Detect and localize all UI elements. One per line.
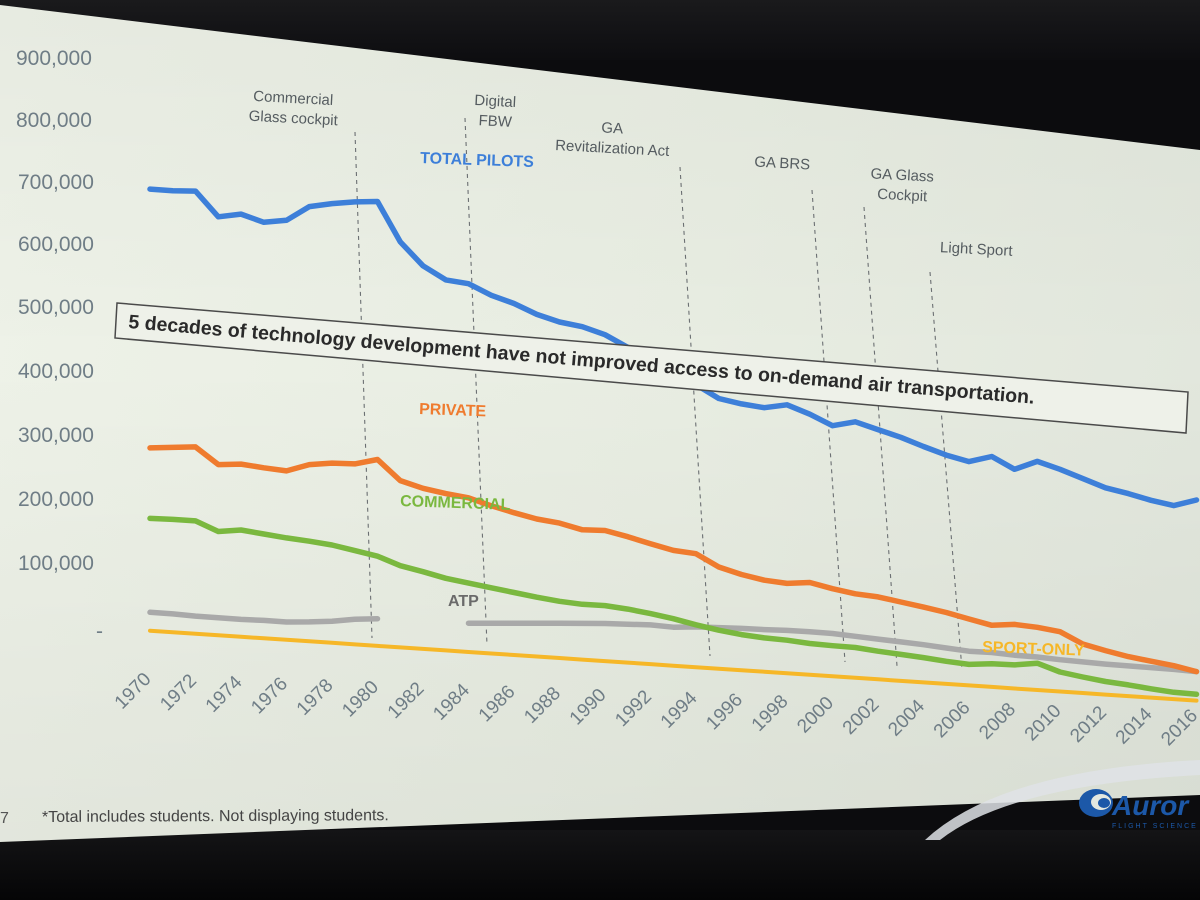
x-tick-label: 1972: [156, 670, 201, 715]
x-tick-label: 1982: [384, 678, 429, 723]
room-background-bottom: [0, 830, 1200, 900]
event-label: Cockpit: [877, 186, 929, 206]
series-label-atp: ATP: [448, 593, 479, 610]
series-label-commercial: COMMERCIAL: [400, 493, 511, 514]
banner: 5 decades of technology development have…: [114, 302, 1189, 434]
x-tick-label: 1978: [293, 675, 338, 720]
series-line-atp: [147, 609, 381, 625]
y-tick-label: 700,000: [18, 171, 94, 194]
series-label-private: PRIVATE: [419, 401, 487, 420]
event-marker-line: [354, 131, 373, 639]
event-label: Revitalization Act: [555, 137, 671, 160]
slide-number: 7: [0, 810, 9, 827]
x-tick-label: 1990: [566, 685, 611, 730]
y-tick-label: 100,000: [18, 552, 94, 575]
event-label: Light Sport: [940, 239, 1014, 260]
y-tick-label: 400,000: [18, 360, 94, 383]
event-label: GA Glass: [870, 165, 934, 185]
event-label: FBW: [478, 112, 513, 131]
event-label: Digital: [474, 92, 517, 111]
y-tick-label: 200,000: [18, 488, 94, 511]
x-tick-label: 1992: [611, 686, 656, 731]
x-tick-label: 2002: [839, 694, 884, 739]
event-marker-line: [929, 271, 963, 671]
x-tick-label: 2016: [1157, 705, 1200, 750]
x-tick-label: 1976: [247, 673, 292, 718]
x-tick-label: 1974: [202, 672, 247, 717]
logo-mark-icon: [1079, 789, 1113, 817]
x-tick-label: 1994: [657, 688, 702, 733]
x-tick-label: 1998: [748, 691, 793, 736]
event-marker-line: [464, 117, 488, 646]
x-tick-label: 1996: [702, 689, 747, 734]
series-line-sport-only: [148, 628, 1199, 703]
y-tick-label: 900,000: [16, 47, 92, 70]
logo-text: Auror: [1111, 790, 1190, 821]
company-logo: Auror FLIGHT SCIENCE: [925, 760, 1200, 840]
x-tick-label: 1980: [338, 677, 383, 722]
x-tick-label: 1970: [111, 669, 156, 714]
event-label: Glass cockpit: [248, 108, 339, 130]
y-tick-label: 600,000: [18, 233, 94, 256]
y-tick-label: 300,000: [18, 424, 94, 447]
x-tick-label: 2012: [1066, 702, 1111, 747]
x-tick-label: 2008: [975, 699, 1020, 744]
logo-tagline: FLIGHT SCIENCE: [1112, 823, 1198, 830]
series-line-atp: [465, 620, 1200, 675]
y-tick-label: 800,000: [16, 109, 92, 132]
x-tick-label: 2006: [930, 697, 975, 742]
y-tick-label: -: [96, 620, 103, 643]
x-tick-label: 1986: [475, 681, 520, 726]
y-axis: - 100,000 200,000 300,000 400,000 500,000 600,…: [16, 47, 103, 643]
event-marker-line: [811, 189, 846, 663]
series-labels: TOTAL PILOTS PRIVATE COMMERCIAL ATP SPORT-ON…: [400, 150, 1085, 660]
banner-box: [114, 302, 1189, 434]
event-label: GA BRS: [754, 154, 811, 174]
series-line-commercial: [147, 515, 1200, 698]
x-tick-label: 2014: [1112, 703, 1157, 748]
footnote: *Total includes students. Not displaying…: [42, 807, 389, 826]
x-tick-label: 1988: [520, 683, 565, 728]
series-lines: [147, 186, 1200, 703]
series-label-sport-only: SPORT-ONLY: [982, 639, 1085, 660]
logo-swoosh: [925, 760, 1200, 840]
x-tick-label: 2004: [884, 695, 929, 740]
event-marker-line: [679, 166, 711, 657]
y-tick-label: 500,000: [18, 296, 94, 319]
x-tick-label: 2000: [793, 693, 838, 738]
event-label: GA: [601, 119, 624, 137]
series-label-total-pilots: TOTAL PILOTS: [420, 150, 535, 171]
event-label: Commercial: [253, 88, 334, 109]
x-tick-label: 2010: [1021, 701, 1066, 746]
x-tick-label: 1984: [429, 680, 474, 725]
series-line-private: [147, 444, 1200, 675]
x-axis: 1970 1972 1974 1976 1978 1980 1982 1984 1986 1988…: [111, 669, 1200, 750]
